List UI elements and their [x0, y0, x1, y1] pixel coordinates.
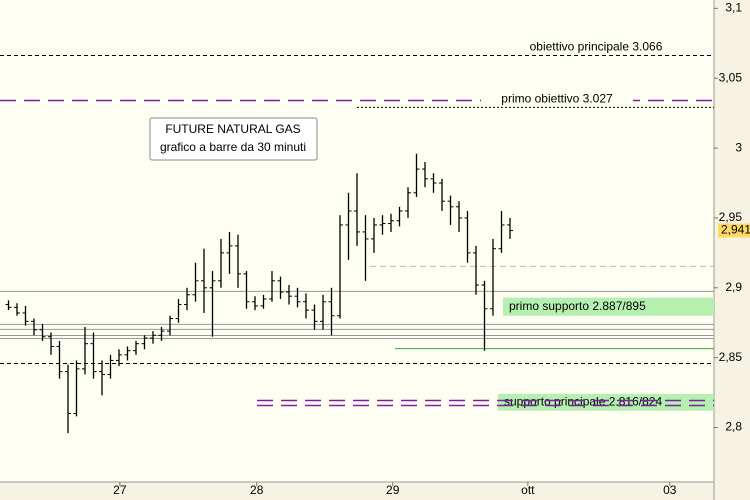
y-tick-label: 2,8	[725, 420, 742, 434]
x-tick-label: 28	[250, 483, 264, 497]
plot: primo supporto 2.887/895 supporto princip…	[0, 39, 714, 434]
x-tick-label: ott	[521, 483, 535, 497]
zone-label: supporto principale 2.816/824	[504, 395, 662, 409]
y-tick-label: 2,95	[719, 210, 743, 224]
x-axis-panel	[0, 482, 714, 500]
x-tick-label: 27	[113, 483, 127, 497]
x-tick-label: 03	[663, 483, 677, 497]
level-label: obiettivo principale 3.066	[530, 40, 663, 54]
zone-label: primo supporto 2.887/895	[509, 299, 646, 313]
y-tick-label: 3	[735, 140, 742, 154]
y-axis-panel	[714, 0, 750, 500]
y-tick-label: 3,1	[725, 1, 742, 15]
level-label-bg	[481, 91, 633, 106]
level-label: primo obiettivo 3.027	[501, 92, 613, 106]
level-label-bg	[520, 39, 672, 54]
x-tick-label: 29	[386, 483, 400, 497]
y-tick-label: 3,05	[719, 70, 743, 84]
title-box	[149, 117, 318, 161]
title-line: grafico a barre da 30 minuti	[160, 140, 306, 154]
support-zone	[503, 297, 714, 316]
support-zone	[498, 393, 714, 411]
last-price-tag	[718, 223, 750, 238]
last-price-label: 2,941	[721, 223, 750, 237]
y-tick-label: 2,9	[725, 280, 742, 294]
title-line: FUTURE NATURAL GAS	[165, 122, 300, 136]
y-tick-label: 2,85	[719, 350, 743, 364]
